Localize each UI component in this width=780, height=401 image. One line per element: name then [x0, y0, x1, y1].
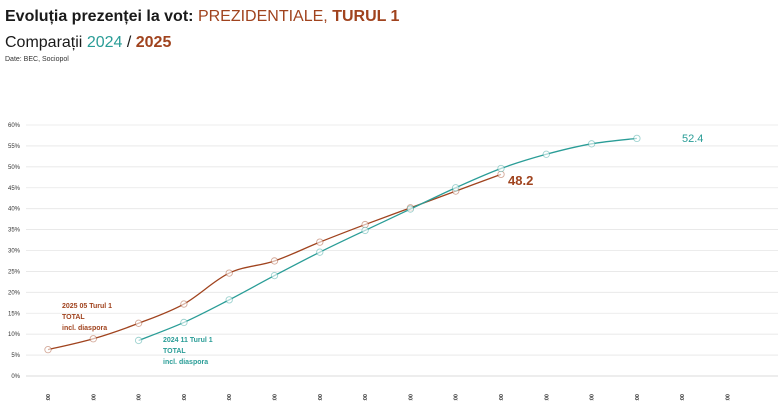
y-tick-label: 0%: [11, 374, 20, 380]
y-tick-label: 5%: [11, 353, 20, 359]
x-tick-label: 13:00: [273, 394, 279, 401]
end-label-2025: 48.2: [508, 173, 533, 188]
data-point-s2025: [180, 300, 188, 308]
x-tick-label: 10:00: [137, 394, 143, 401]
series-label-2025-line: TOTAL: [62, 314, 85, 321]
x-tick-label: 16:00: [408, 394, 414, 401]
data-point-s2024: [587, 140, 596, 148]
x-tick-label: 14:00: [318, 394, 324, 401]
x-tick-label: 22:00: [680, 394, 686, 401]
chart-title: Evoluția prezenței la vot: PREZIDENTIALE…: [5, 8, 399, 26]
x-tick-label: 17:00: [454, 394, 460, 401]
x-tick-label: 19:00: [544, 394, 550, 401]
source-note: Date: BEC, Sociopol: [5, 56, 69, 63]
x-tick-label: 08:00: [46, 394, 52, 401]
series-label-2025-line: 2025 05 Turul 1: [62, 303, 112, 310]
data-point-s2024: [406, 205, 415, 213]
subtitle-year-2024: 2024: [86, 34, 123, 51]
x-tick-label: 23:00: [726, 394, 732, 401]
data-point-s2024: [270, 271, 279, 280]
data-point-s2025: [44, 345, 52, 354]
data-point-s2025: [134, 319, 143, 327]
end-label-2024: 52.4: [682, 133, 703, 145]
y-tick-label: 45%: [8, 186, 21, 192]
y-tick-label: 35%: [8, 228, 21, 234]
series-label-2024-line: TOTAL: [163, 348, 186, 355]
data-point-s2024: [361, 226, 369, 235]
data-point-s2025: [225, 269, 233, 277]
title-round: TURUL 1: [332, 8, 400, 25]
x-tick-label: 21:00: [635, 394, 641, 401]
y-tick-label: 10%: [8, 332, 21, 338]
series-line-s2024: [138, 137, 637, 342]
data-point-s2024: [542, 150, 550, 158]
x-tick-label: 15:00: [363, 394, 369, 401]
subtitle-year-2025: 2025: [135, 34, 172, 51]
x-tick-label: 18:00: [499, 394, 505, 401]
title-election: PREZIDENTIALE,: [197, 8, 333, 25]
series-label-2024-line: 2024 11 Turul 1: [163, 337, 213, 344]
y-tick-label: 50%: [8, 165, 21, 171]
series-label-2024-line: incl. diaspora: [163, 359, 208, 366]
y-tick-label: 55%: [8, 144, 21, 150]
data-point-s2025: [270, 257, 279, 265]
chart-subtitle: Comparații 2024 / 2025: [5, 34, 171, 52]
y-tick-label: 20%: [8, 290, 21, 296]
data-point-s2025: [316, 238, 324, 246]
data-point-s2024: [316, 248, 324, 256]
data-point-s2024: [134, 336, 143, 345]
y-tick-label: 30%: [8, 249, 21, 255]
y-tick-label: 60%: [8, 123, 21, 129]
data-point-s2024: [633, 134, 641, 143]
data-point-s2024: [225, 296, 233, 304]
y-tick-label: 15%: [8, 311, 21, 317]
data-point-s2024: [497, 164, 505, 173]
x-tick-label: 12:00: [227, 394, 233, 401]
subtitle-separator: /: [122, 34, 136, 51]
x-tick-label: 11:00: [182, 394, 188, 401]
y-tick-label: 25%: [8, 269, 21, 275]
data-point-s2024: [180, 318, 188, 327]
data-point-s2024: [452, 184, 460, 192]
subtitle-prefix: Comparații: [5, 34, 87, 51]
x-tick-label: 20:00: [590, 394, 596, 401]
y-tick-label: 40%: [8, 207, 21, 213]
series-label-2025-line: incl. diaspora: [62, 325, 107, 332]
x-tick-label: 09:00: [91, 394, 97, 401]
title-prefix: Evoluția prezenței la vot:: [5, 8, 198, 25]
data-point-s2025: [89, 335, 97, 343]
